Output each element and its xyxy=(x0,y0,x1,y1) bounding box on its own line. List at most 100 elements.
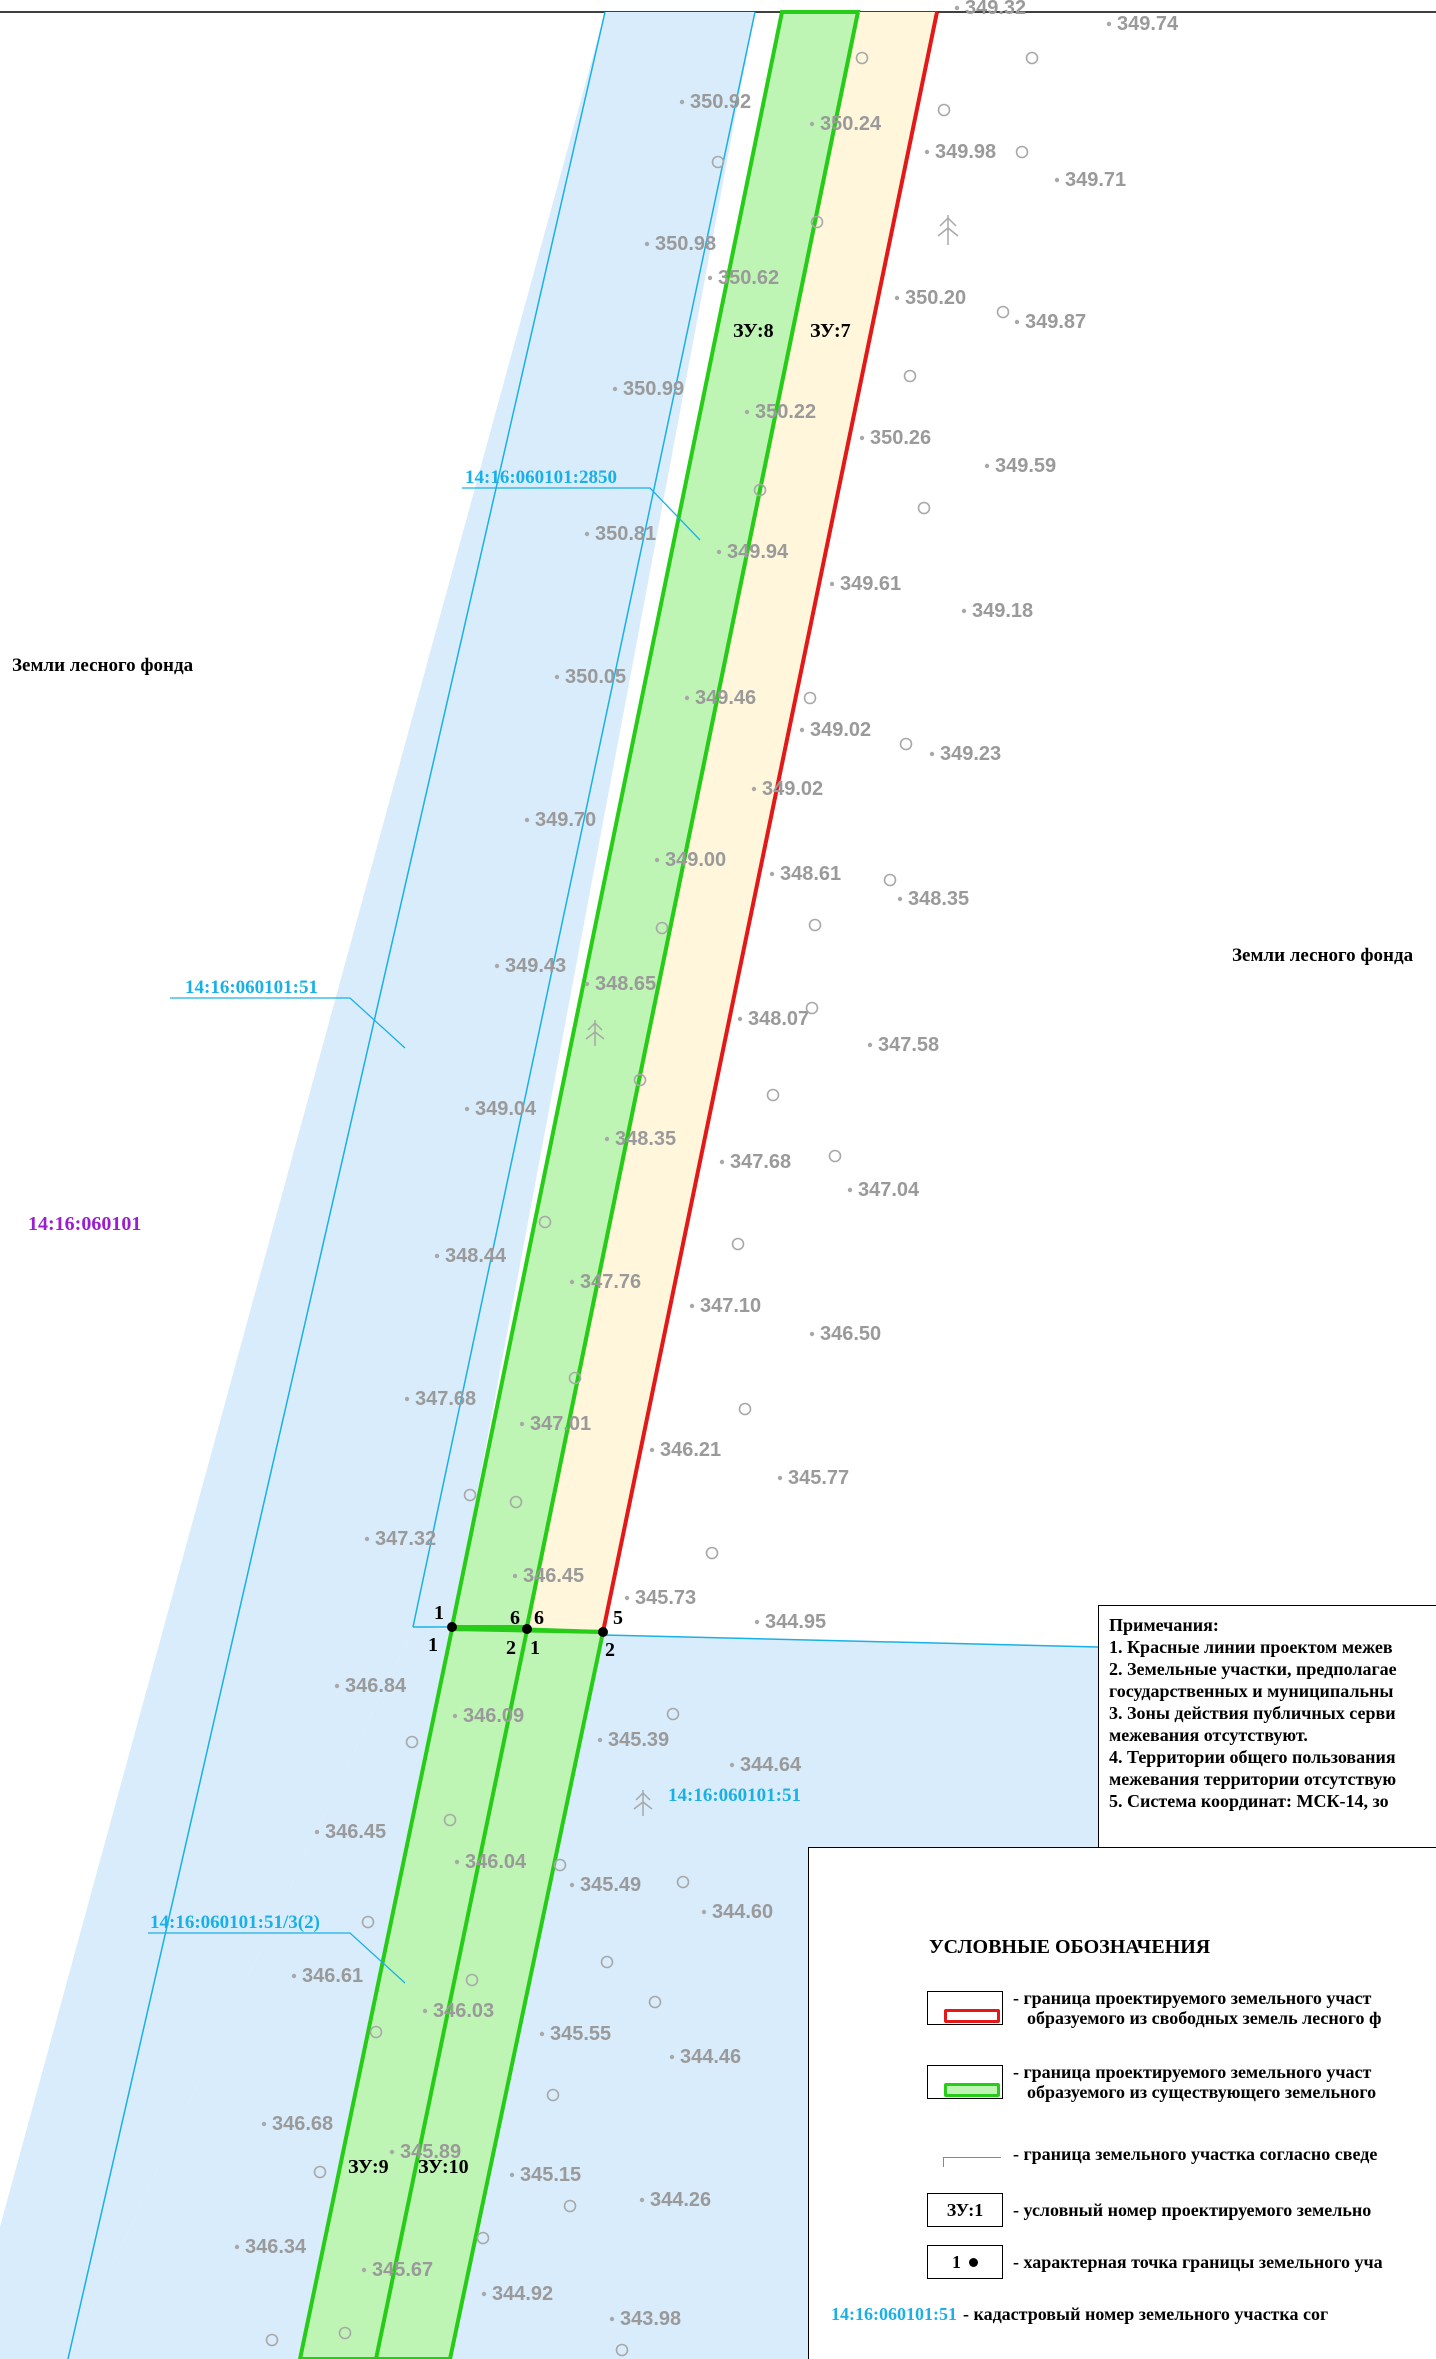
elevation-dot xyxy=(897,896,903,902)
notes-line: межевания отсутствуют. xyxy=(1109,1725,1308,1745)
elevation-label: 347.76 xyxy=(580,1271,641,1293)
survey-marker xyxy=(753,483,767,497)
elevation-dot xyxy=(669,2054,675,2060)
elevation-label: 349.61 xyxy=(840,573,901,595)
elevation-label: 344.95 xyxy=(765,1611,826,1633)
elevation-dot xyxy=(314,1829,320,1835)
elevation-dot xyxy=(539,2031,545,2037)
elevation-label: 346.61 xyxy=(302,1965,363,1987)
survey-marker xyxy=(369,2025,383,2039)
elevation-label: 347.58 xyxy=(878,1034,939,1056)
elevation-label: 346.68 xyxy=(272,2113,333,2135)
legend-text: - условный номер проектируемого земельно xyxy=(1013,2200,1372,2220)
elevation-dot xyxy=(624,1595,630,1601)
legend-item-cadastral-code: 14:16:060101:51 - кадастровый номер земе… xyxy=(831,2292,1328,2336)
elevation-dot xyxy=(604,1136,610,1142)
elevation-label: 349.94 xyxy=(727,541,789,563)
survey-marker xyxy=(265,2333,279,2347)
elevation-dot xyxy=(719,1159,725,1165)
elevation-dot xyxy=(1054,177,1060,183)
elevation-dot xyxy=(361,2267,367,2273)
legend-text: - кадастровый номер земельного участка с… xyxy=(962,2304,1329,2324)
legend-blue-swatch xyxy=(927,2137,1003,2171)
elevation-dot xyxy=(639,2197,645,2203)
elevation-label: 349.43 xyxy=(505,955,566,977)
forest-lands-left-label: Земли лесного фонда xyxy=(12,655,194,676)
elevation-label: 349.87 xyxy=(1025,311,1086,333)
elevation-dot xyxy=(569,1882,575,1888)
elevation-label: 344.26 xyxy=(650,2189,711,2211)
boundary-point-6[interactable] xyxy=(522,1624,532,1634)
parcel-code-51-lower-label[interactable]: 14:16:060101:51 xyxy=(668,1785,801,1806)
point-label-1: 1 xyxy=(530,1637,540,1659)
elevation-dot xyxy=(434,1253,440,1259)
elevation-label: 346.45 xyxy=(325,1821,386,1843)
elevation-dot xyxy=(452,1713,458,1719)
elevation-label: 345.67 xyxy=(372,2259,433,2281)
elevation-label: 349.46 xyxy=(695,687,756,709)
elevation-dot xyxy=(701,1909,707,1915)
survey-marker xyxy=(808,918,822,932)
elevation-label: 350.98 xyxy=(655,233,716,255)
elevation-dot xyxy=(1106,21,1112,27)
elevation-label: 347.01 xyxy=(530,1413,591,1435)
elevation-dot xyxy=(809,1331,815,1337)
legend-item-green-boundary: - граница проектируемого земельного учас… xyxy=(927,2060,1376,2104)
elevation-label: 346.34 xyxy=(245,2236,307,2258)
survey-marker xyxy=(828,1149,842,1163)
elevation-dot xyxy=(751,786,757,792)
parcel-51-strip xyxy=(0,12,755,2359)
elevation-label: 349.59 xyxy=(995,455,1056,477)
survey-marker xyxy=(738,1402,752,1416)
elevation-dot xyxy=(389,2149,395,2155)
legend-item-red-boundary: - граница проектируемого земельного учас… xyxy=(927,1986,1381,2030)
elevation-label: 350.05 xyxy=(565,666,626,688)
survey-marker xyxy=(731,1237,745,1251)
elevation-dot xyxy=(689,1303,695,1309)
elevation-dot xyxy=(829,581,835,587)
elevation-dot xyxy=(859,435,865,441)
elevation-dot xyxy=(261,2121,267,2127)
parcel-51-lower-boundary xyxy=(602,1634,1099,1648)
survey-marker xyxy=(766,1088,780,1102)
survey-marker xyxy=(476,2231,490,2245)
elevation-dot xyxy=(924,149,930,155)
tree-icon xyxy=(937,215,959,245)
elevation-dot xyxy=(612,386,618,392)
point-label-5: 5 xyxy=(613,1607,623,1629)
notes-line: 3. Зоны действия публичных серви xyxy=(1109,1703,1396,1723)
notes-panel: Примечания: 1. Красные линии проектом ме… xyxy=(1098,1605,1436,1895)
parcel-code-51-label[interactable]: 14:16:060101:51 xyxy=(170,977,406,1049)
parcel-2850-left-boundary xyxy=(412,11,756,1628)
elevation-dot xyxy=(929,751,935,757)
survey-marker xyxy=(463,1488,477,1502)
elevation-label: 350.26 xyxy=(870,427,931,449)
parcel-code-51-sub-label[interactable]: 14:16:060101:51/3(2) xyxy=(148,1912,406,1984)
tree-icon xyxy=(585,1020,605,1046)
point-label-1: 1 xyxy=(428,1634,438,1656)
elevation-dot xyxy=(554,674,560,680)
elevation-label: 348.61 xyxy=(780,863,841,885)
boundary-point-1[interactable] xyxy=(447,1622,457,1632)
legend-item-zu-number: ЗУ:1 - условный номер проектируемого зем… xyxy=(927,2188,1371,2232)
elevation-label: 346.50 xyxy=(820,1323,881,1345)
legend-panel: УСЛОВНЫЕ ОБОЗНАЧЕНИЯ - граница проектиру… xyxy=(808,1847,1436,2359)
elevation-label: 350.24 xyxy=(820,113,882,135)
elevation-label: 343.98 xyxy=(620,2308,681,2330)
elevation-dot xyxy=(494,963,500,969)
legend-text: образуемого из существующего земельного xyxy=(1027,2082,1377,2102)
elevation-label: 346.21 xyxy=(660,1439,721,1461)
elevation-label: 347.10 xyxy=(700,1295,761,1317)
survey-marker xyxy=(666,1707,680,1721)
zu7-red-boundary xyxy=(601,11,939,1633)
elevation-dot xyxy=(334,1683,340,1689)
survey-marker xyxy=(465,1973,479,1987)
elevation-dot xyxy=(609,2316,615,2322)
elevation-dot xyxy=(769,871,775,877)
legend-item-point: 1 - характерная точка границы земельного… xyxy=(927,2240,1383,2284)
parcel-code-2850-label[interactable]: 14:16:060101:2850 xyxy=(462,467,701,541)
boundary-point-5[interactable] xyxy=(598,1627,608,1637)
elevation-label: 344.64 xyxy=(740,1754,802,1776)
elevation-label: 345.73 xyxy=(635,1587,696,1609)
elevation-label: 349.02 xyxy=(810,719,871,741)
